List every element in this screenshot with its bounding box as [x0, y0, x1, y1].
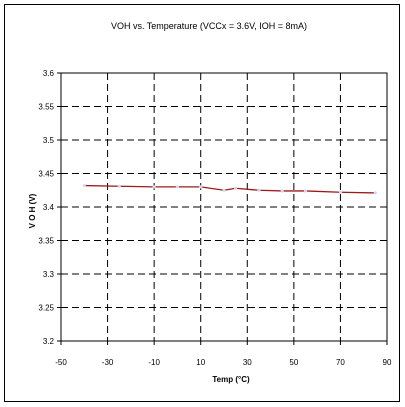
- x-tick-label: 50: [289, 358, 298, 367]
- series-point: [117, 184, 121, 188]
- y-tick-label: 3.5: [43, 136, 55, 145]
- series-line: [84, 184, 376, 194]
- series-point: [280, 189, 284, 193]
- y-tick-label: 3.45: [38, 170, 54, 179]
- series-point: [257, 188, 261, 192]
- x-tick-label: -50: [55, 358, 67, 367]
- series-point: [338, 190, 343, 194]
- x-tick-label: -10: [148, 358, 160, 367]
- chart-title: VOH vs. Temperature (VCCx = 3.6V, IOH = …: [111, 21, 307, 31]
- series-point: [303, 189, 308, 193]
- x-tick-label: 30: [243, 358, 252, 367]
- x-tick-label: 10: [196, 358, 205, 367]
- series-point: [152, 185, 156, 189]
- x-axis-label: Temp (°C): [212, 375, 250, 384]
- series-point: [82, 183, 86, 188]
- y-tick-label: 3.3: [43, 270, 55, 279]
- chart-frame: VOH vs. Temperature (VCCx = 3.6V, IOH = …: [4, 4, 400, 402]
- series-point: [234, 186, 238, 190]
- x-tick-label: 70: [336, 358, 345, 367]
- plot-area: -50 -30 -10 10 30 50 70 90 3.2 3.25 3.3 3.35 3.4 3.45…: [38, 69, 392, 367]
- chart: VOH vs. Temperature (VCCx = 3.6V, IOH = …: [28, 21, 392, 384]
- series-point: [199, 185, 203, 189]
- y-tick-label: 3.25: [38, 304, 54, 313]
- y-axis-label: V O H (V): [28, 193, 37, 228]
- series-point: [175, 185, 180, 189]
- series-point: [222, 188, 226, 192]
- x-tick-label: 90: [383, 358, 392, 367]
- x-tick-label: -30: [102, 358, 114, 367]
- y-tick-label: 3.55: [38, 103, 54, 112]
- series-point: [373, 191, 377, 195]
- y-tick-label: 3.6: [43, 69, 55, 78]
- y-tick-label: 3.2: [43, 337, 55, 346]
- y-tick-label: 3.4: [43, 203, 55, 212]
- y-tick-label: 3.35: [38, 237, 54, 246]
